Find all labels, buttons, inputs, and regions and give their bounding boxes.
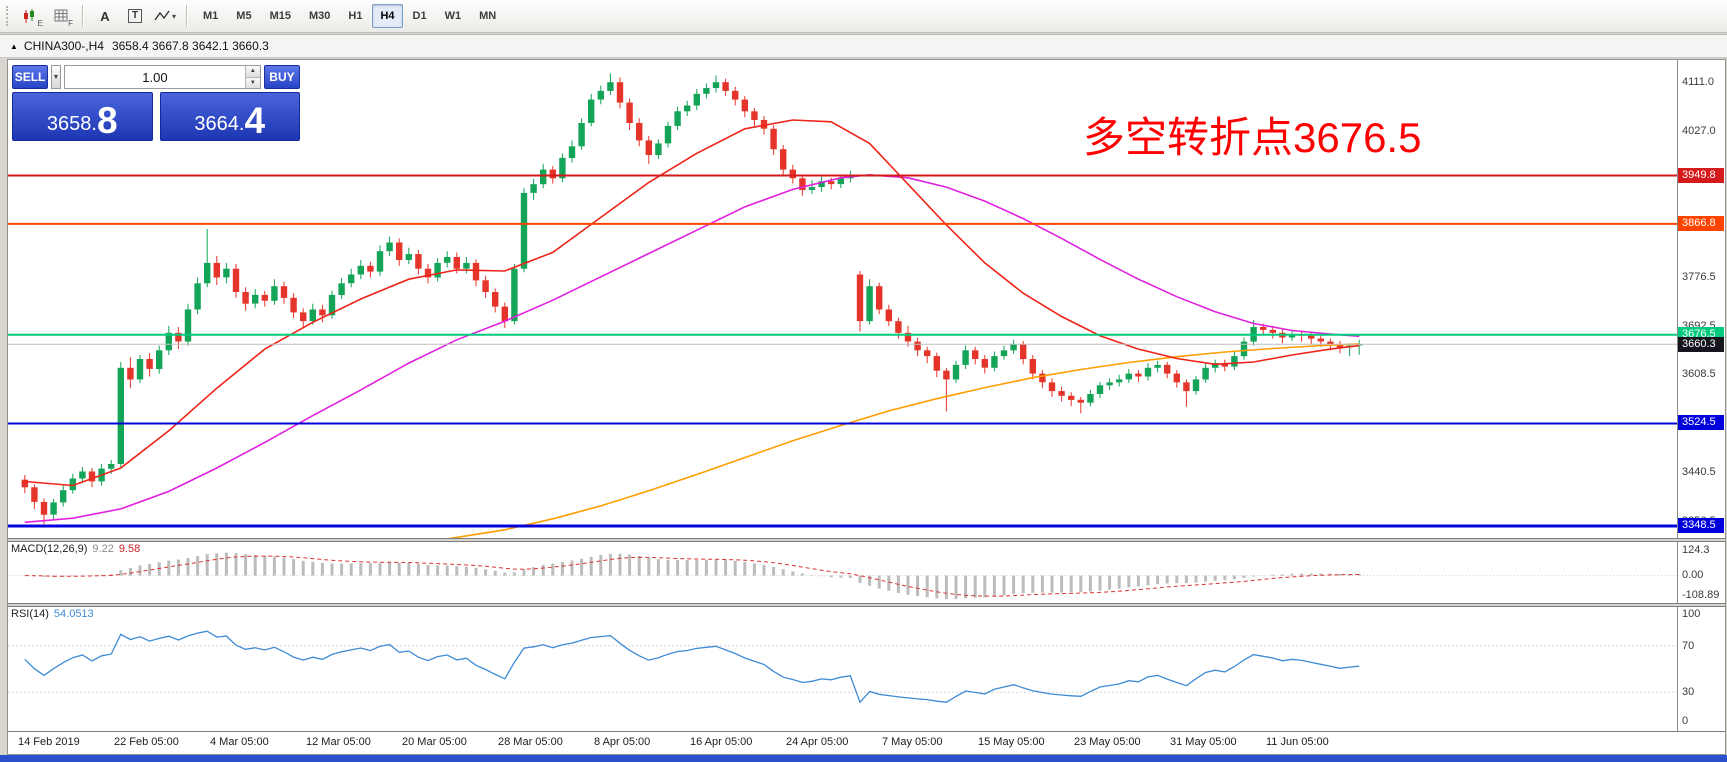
sell-price-display[interactable]: 3658. 8 [12,92,153,141]
draw-tool-button[interactable]: ▾ [151,3,179,29]
rsi-indicator-label: RSI(14) 54.0513 [11,608,94,620]
grid-sub-label: F [68,19,73,28]
macd-plot[interactable] [8,542,1677,603]
time-label: 14 Feb 2019 [18,736,80,748]
chart-type-button[interactable]: E [17,3,45,29]
time-label: 28 Mar 05:00 [498,736,563,748]
annotation-text: 多空转折点3676.5 [1083,114,1422,161]
chart-type-sub-label: E [37,19,43,28]
time-label: 7 May 05:00 [882,736,943,748]
timeframe-button-h1[interactable]: H1 [348,10,363,22]
volume-dropdown-button[interactable]: ▼ [51,65,61,89]
macd-axis-label: -108.89 [1682,589,1720,601]
rsi-plot[interactable] [8,607,1677,731]
chart-symbol-period: CHINA300-,H4 [23,39,104,53]
time-label: 8 Apr 05:00 [594,736,651,748]
panel-splitter[interactable] [8,603,1725,607]
time-label: 23 May 05:00 [1074,736,1141,748]
rsi-axis[interactable]: 100 70 30 0 [1677,607,1725,731]
timeframe-button-m1[interactable]: M1 [203,10,219,22]
price-tick: 4111.0 [1682,75,1715,88]
volume-input[interactable] [64,66,245,88]
grid-icon [54,9,67,22]
buy-price-big-digit: 4 [244,99,266,141]
timeframe-button-m15[interactable]: M15 [269,10,291,22]
timeframe-toolbar: M1 M5 M15 M30 H1 H4 D1 W1 MN [194,4,505,28]
sell-price-big-digit: 8 [96,99,118,141]
dropdown-caret-icon: ▼ [52,73,60,81]
time-axis[interactable]: 14 Feb 2019 22 Feb 05:00 4 Mar 05:00 12 Mar… [8,731,1725,754]
main-chart-panel[interactable]: 4111.04027.03776.53692.53608.53440.53356… [8,60,1725,538]
time-label: 16 Apr 05:00 [690,736,753,748]
timeframe-button-d1[interactable]: D1 [412,10,427,22]
sell-price-main: 3658. [46,113,97,135]
volume-spin-down-button[interactable]: ▼ [245,77,260,88]
buy-price-main: 3664. [194,113,245,135]
grid-button[interactable]: F [47,3,75,29]
label-tool-icon: A [100,8,110,24]
price-axis[interactable]: 4111.04027.03776.53692.53608.53440.53356… [1677,60,1725,538]
zigzag-line-icon [154,10,170,21]
price-tick: 3608.5 [1682,368,1716,381]
chart-window: 4111.04027.03776.53692.53608.53440.53356… [7,59,1726,755]
rsi-axis-label: 70 [1682,640,1695,652]
timeframe-button-w1[interactable]: W1 [444,10,462,22]
sell-button[interactable]: SELL [12,65,49,89]
macd-axis[interactable]: 124.3 0.00 -108.89 [1677,542,1725,603]
time-label: 22 Feb 05:00 [114,736,179,748]
toolbar-separator [186,5,188,27]
volume-field: ▲ ▼ [63,65,261,89]
candlestick-chart-icon [24,8,34,23]
rsi-panel[interactable]: 100 70 30 0 RSI(14) 54.0513 [8,607,1725,731]
buy-price-display[interactable]: 3664. 4 [159,92,300,141]
taskbar-edge-strip [0,755,1727,762]
price-line-badge: 3866.8 [1678,215,1724,231]
price-tick: 4027.0 [1682,124,1716,137]
time-label: 20 Mar 05:00 [402,736,467,748]
timeframe-button-mn[interactable]: MN [479,10,497,22]
main-chart-plot[interactable] [8,60,1677,538]
current-price-badge: 3660.3 [1678,337,1724,353]
chart-ohlc-values: 3658.4 3667.8 3642.1 3660.3 [111,39,269,53]
price-line-badge: 3524.5 [1678,415,1724,431]
main-toolbar: E F A T ▾ M1 M5 M15 M30 H1 H4 D1 W1 MN [0,0,1727,33]
time-label: 11 Jun 05:00 [1266,736,1329,748]
panel-splitter[interactable] [8,538,1725,542]
toolbar-grip[interactable] [6,6,11,26]
price-tick: 3440.5 [1682,466,1716,479]
collapse-triangle-icon: ▲ [10,41,18,51]
time-label: 4 Mar 05:00 [210,736,269,748]
timeframe-button-m5[interactable]: M5 [236,10,252,22]
time-label: 31 May 05:00 [1170,736,1237,748]
label-tool-button[interactable]: A [91,3,119,29]
timeframe-button-h4[interactable]: H4 [372,4,403,28]
text-tool-button[interactable]: T [121,3,149,29]
time-label: 12 Mar 05:00 [306,736,371,748]
volume-spin-up-button[interactable]: ▲ [245,66,260,78]
price-line-badge: 3949.8 [1678,167,1724,183]
timeframe-button-m30[interactable]: M30 [308,10,331,22]
macd-axis-label: 124.3 [1682,544,1710,556]
time-label: 15 May 05:00 [978,736,1045,748]
one-click-trading-widget: SELL ▼ ▲ ▼ BUY 3658. 8 3664. [12,65,301,141]
draw-tool-caret-icon: ▾ [171,11,176,21]
price-tick: 3776.5 [1682,270,1716,283]
rsi-axis-label: 30 [1682,686,1695,698]
macd-panel[interactable]: 124.3 0.00 -108.89 MACD(12,26,9) 9.22 9.58 [8,542,1725,603]
rsi-axis-label: 0 [1682,715,1689,727]
macd-indicator-label: MACD(12,26,9) 9.22 9.58 [11,543,141,555]
chart-window-title-bar[interactable]: ▲ CHINA300-,H4 3658.4 3667.8 3642.1 3660… [0,34,1727,58]
toolbar-separator [82,5,84,27]
time-label: 24 Apr 05:00 [786,736,849,748]
macd-axis-label: 0.00 [1682,569,1704,581]
price-line-badge: 3348.5 [1678,518,1724,534]
buy-button[interactable]: BUY [263,65,301,89]
rsi-axis-label: 100 [1682,608,1701,620]
volume-spinner: ▲ ▼ [244,66,260,88]
text-tool-icon: T [127,9,143,23]
